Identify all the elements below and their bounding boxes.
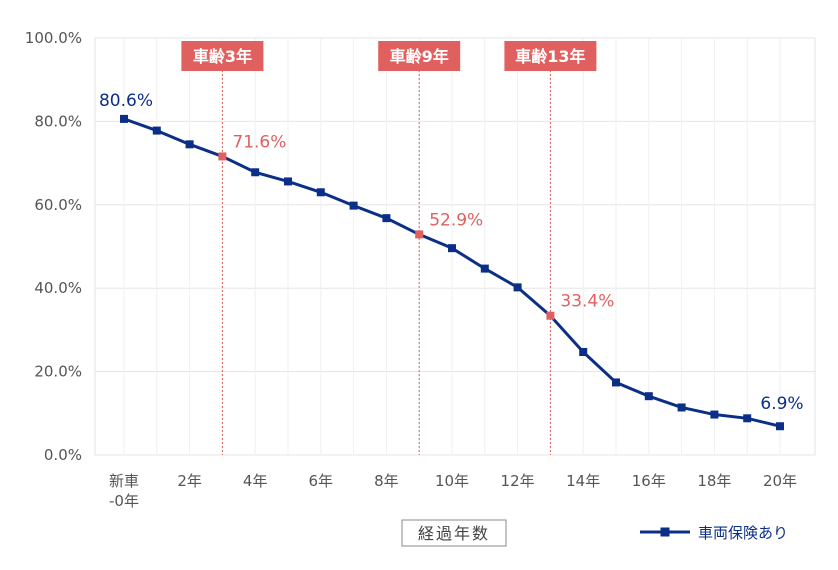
data-point [743,414,752,423]
y-tick-label: 0.0% [44,446,82,464]
data-point [612,378,620,387]
grid [94,37,816,456]
x-axis-title-text: 経過年数 [418,524,490,543]
y-tick-label: 20.0% [34,363,82,381]
x-tick-label: 8年 [374,472,399,490]
y-axis-ticks: 0.0% 20.0% 40.0% 60.0% 80.0% 100.0% [25,29,82,464]
data-point [152,126,161,135]
data-label: 6.9% [760,394,803,414]
data-point [546,311,555,320]
data-label: 71.6% [232,132,286,152]
callout-box [181,41,264,71]
data-point [579,348,588,357]
callout-text: 車齢3年 [193,47,252,66]
legend-marker [660,527,670,537]
callout-lines [221,70,551,455]
data-point [480,264,489,273]
data-point [448,244,456,253]
data-point [316,188,325,197]
y-tick-label: 40.0% [34,279,82,297]
x-tick-label: 12年 [501,472,535,490]
x-tick-label: 6年 [309,472,334,490]
data-point [513,283,522,292]
data-point [284,177,292,186]
callouts: 車齢3年 車齢9年 車齢13年 [181,41,597,71]
callout-text: 車齢13年 [515,47,585,66]
x-tick-label: 10年 [435,472,469,490]
data-point [776,422,784,431]
callout-box [378,41,461,71]
data-point [251,168,260,177]
annotations: 80.6% 71.6% 52.9% 33.4% 6.9% [99,91,804,414]
callout-box [504,41,597,71]
x-axis-title-box [401,519,507,547]
legend: 車両保険あり [640,524,788,542]
callout-text: 車齢9年 [390,47,449,66]
x-tick-label: 16年 [632,472,666,490]
x-tick-label: 新車-0年 [109,472,139,510]
data-label: 80.6% [99,91,153,111]
data-point [185,140,194,149]
callout-label: 車齢13年 [504,41,597,71]
data-point [218,152,227,161]
data-label: 33.4% [560,292,614,312]
x-tick-label: 4年 [243,472,268,490]
data-point [349,201,358,210]
x-axis-ticks: 新車-0年 2年 4年 6年 8年 10年 12年 14年 16年 18年 20年 [109,472,797,510]
y-tick-label: 60.0% [34,196,82,214]
callout-label: 車齢9年 [378,41,461,71]
x-tick-label: 20年 [763,472,797,490]
x-tick-label: 18年 [697,472,731,490]
callout-label: 車齢3年 [181,41,264,71]
x-tick-label: 14年 [566,472,600,490]
data-point [644,392,653,401]
data-point [415,230,424,239]
data-point [382,214,391,223]
data-label: 52.9% [429,210,483,230]
data-point [677,403,686,412]
data-point [710,410,719,419]
y-tick-label: 80.0% [34,112,82,130]
y-tick-label: 100.0% [25,29,82,47]
legend-label: 車両保険あり [698,524,788,542]
data-point [120,114,128,123]
x-tick-label: 2年 [177,472,202,490]
x-axis-title: 経過年数 [401,519,507,547]
points-layer [120,114,784,431]
